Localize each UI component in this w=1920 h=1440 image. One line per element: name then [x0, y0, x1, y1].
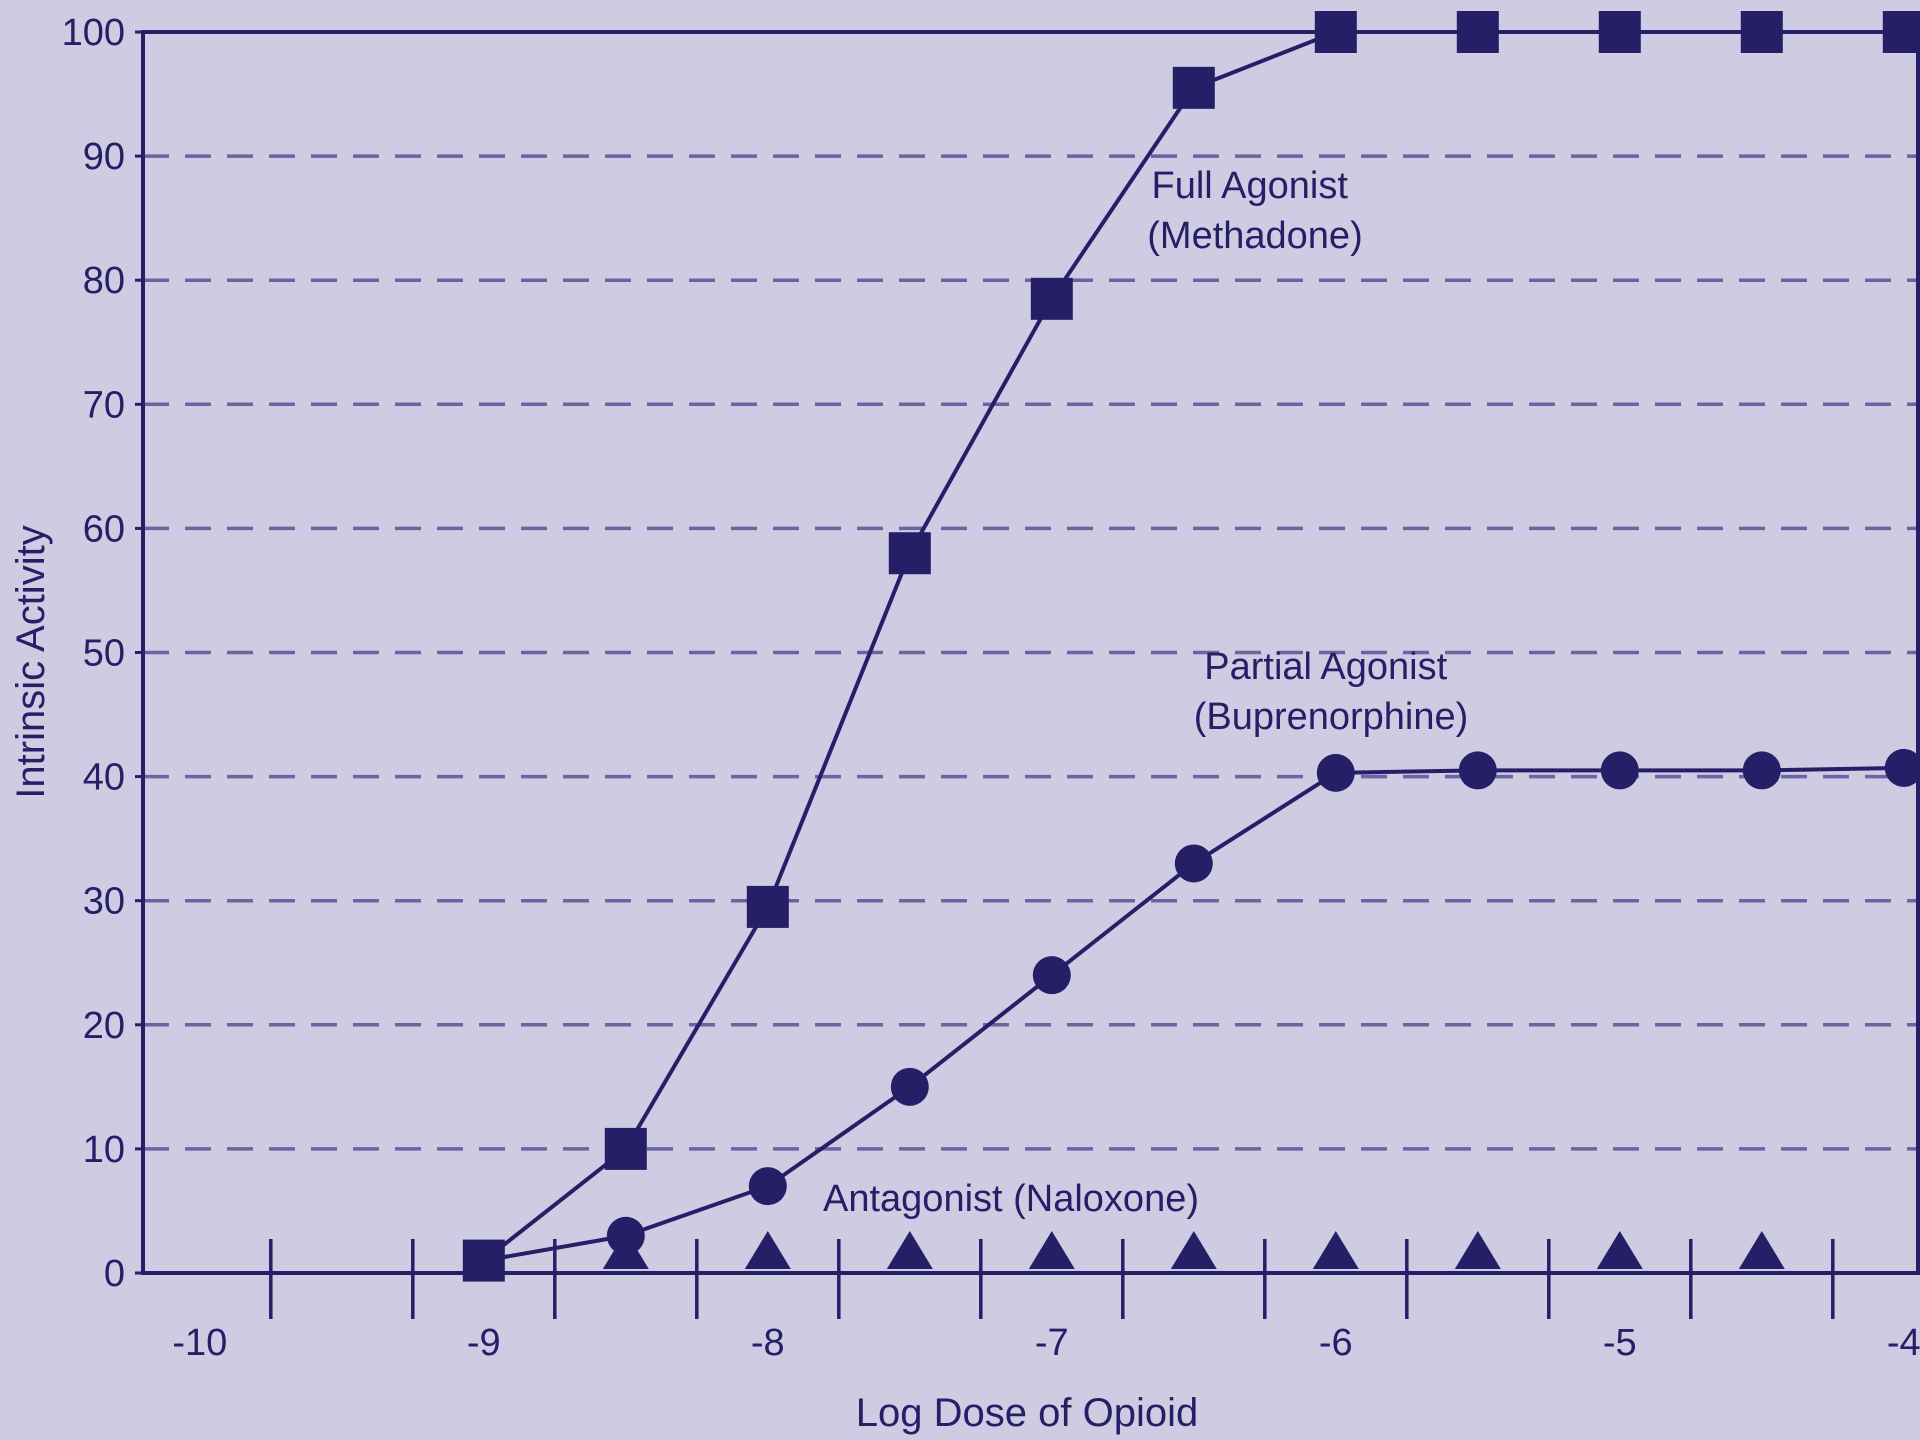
x-tick-label--10: -10 — [172, 1322, 227, 1364]
y-tick-label-20: 20 — [83, 1005, 125, 1047]
series-0-point-10 — [1882, 11, 1920, 53]
series-1-point-9 — [1742, 751, 1781, 790]
series-2-point-7 — [1596, 1231, 1643, 1269]
series-1-point-6 — [1316, 753, 1355, 792]
series-2-point-6 — [1454, 1231, 1501, 1269]
y-tick-label-40: 40 — [83, 757, 125, 799]
y-tick-label-30: 30 — [83, 881, 125, 923]
antagonist-label: Antagonist (Naloxone) — [823, 1178, 1199, 1220]
series-2-point-2 — [886, 1231, 933, 1269]
y-tick-label-0: 0 — [104, 1253, 125, 1295]
full-agonist-label: Full Agonist (Methadone) — [1147, 165, 1362, 257]
series-0-point-5 — [1172, 66, 1215, 109]
x-tick-label--5: -5 — [1603, 1322, 1637, 1364]
series-1-point-0 — [464, 1241, 503, 1280]
labels-layer: Log Dose of Opioid Intrinsic Activity Fu… — [9, 165, 1468, 1435]
y-tick-label-60: 60 — [83, 508, 125, 550]
series-0-point-1 — [604, 1127, 647, 1170]
series-0-point-9 — [1740, 11, 1783, 53]
series-1-point-4 — [1032, 956, 1071, 995]
series-2-point-3 — [1028, 1231, 1075, 1269]
series-0-point-3 — [888, 532, 931, 575]
series-2-point-1 — [744, 1231, 791, 1269]
x-tick-label--7: -7 — [1035, 1322, 1069, 1364]
y-axis-title: Intrinsic Activity — [9, 525, 53, 798]
grid-layer — [143, 154, 1918, 1151]
series-2-point-5 — [1312, 1231, 1359, 1269]
series-0-point-2 — [746, 885, 789, 928]
x-tick-label--8: -8 — [751, 1322, 785, 1364]
x-tick-label--4: -4 — [1887, 1322, 1920, 1364]
y-tick-label-70: 70 — [83, 384, 125, 426]
x-axis-title: Log Dose of Opioid — [856, 1391, 1198, 1435]
x-tick-label--6: -6 — [1319, 1322, 1353, 1364]
y-tick-label-100: 100 — [62, 12, 125, 54]
x-tick-label--9: -9 — [467, 1322, 501, 1364]
y-tick-label-90: 90 — [83, 136, 125, 178]
series-0-point-7 — [1456, 11, 1499, 53]
series-0-point-4 — [1030, 277, 1073, 320]
series-0-point-6 — [1314, 11, 1357, 53]
partial-agonist-label-line-2: (Buprenorphine) — [1194, 696, 1469, 738]
full-agonist-label-line-2: (Methadone) — [1147, 215, 1362, 257]
partial-agonist-label-line-1: Partial Agonist — [1204, 646, 1447, 688]
series-layer — [462, 11, 1920, 1282]
partial-agonist-label: Partial Agonist (Buprenorphine) — [1194, 646, 1469, 738]
series-2-point-4 — [1170, 1231, 1217, 1269]
series-1-point-5 — [1174, 844, 1213, 883]
y-tick-label-10: 10 — [83, 1129, 125, 1171]
series-2-point-8 — [1738, 1231, 1785, 1269]
series-1-point-8 — [1600, 751, 1639, 790]
y-tick-label-50: 50 — [83, 633, 125, 675]
axes-layer: 0 10 20 30 40 50 60 70 80 90 100 -10 -9 -8 -7 -6 -5 -4 — [62, 12, 1920, 1364]
y-tick-label-80: 80 — [83, 260, 125, 302]
series-1-point-3 — [890, 1067, 929, 1106]
series-2-point-0 — [602, 1231, 649, 1269]
series-1-point-7 — [1458, 751, 1497, 790]
full-agonist-label-line-1: Full Agonist — [1151, 165, 1348, 207]
series-0-point-8 — [1598, 11, 1641, 53]
series-1-point-2 — [748, 1167, 787, 1206]
series-1-point-10 — [1884, 748, 1920, 787]
